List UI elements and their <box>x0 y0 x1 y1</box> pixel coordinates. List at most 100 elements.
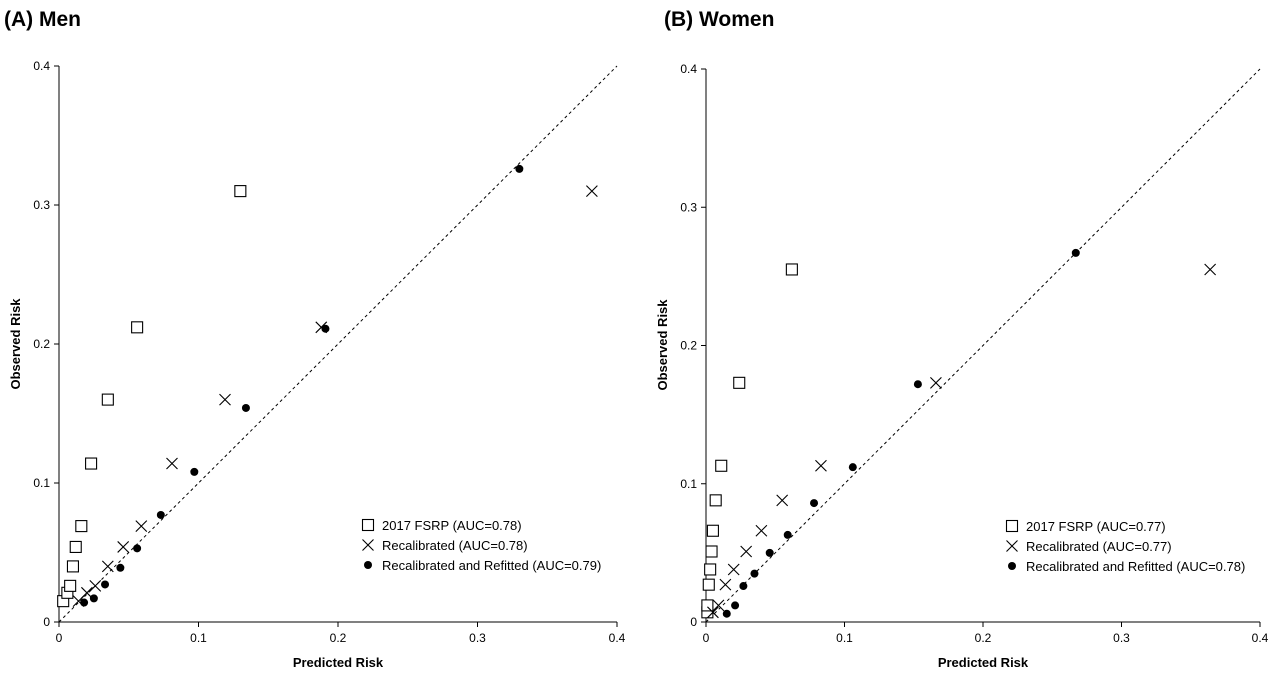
data-point <box>190 467 199 476</box>
data-point <box>515 164 524 173</box>
data-point <box>116 563 125 572</box>
data-point <box>1071 248 1080 257</box>
y-tick-label: 0.2 <box>33 337 50 351</box>
data-point <box>765 548 774 557</box>
data-point <box>117 541 130 553</box>
data-point <box>133 544 142 553</box>
data-point <box>930 376 942 389</box>
data-point <box>85 457 98 470</box>
series-square <box>701 263 798 619</box>
data-point <box>64 579 77 592</box>
panel-title: (A) Men <box>4 8 81 31</box>
legend-marker <box>364 561 372 569</box>
data-point <box>755 524 768 537</box>
data-point <box>704 563 717 576</box>
x-tick-label: 0.3 <box>1113 631 1130 645</box>
x-tick-label: 0.1 <box>836 631 853 645</box>
data-point <box>848 463 857 472</box>
series-cross <box>72 185 598 608</box>
data-point <box>219 393 231 406</box>
data-point <box>913 380 922 389</box>
data-point <box>776 494 789 507</box>
data-point <box>66 560 79 573</box>
data-point <box>131 321 144 334</box>
x-tick-label: 0 <box>703 631 710 645</box>
x-axis-label: Predicted Risk <box>293 655 384 670</box>
x-tick-label: 0.2 <box>330 631 347 645</box>
y-tick-label: 0.4 <box>33 59 50 73</box>
y-tick-label: 0.1 <box>33 476 50 490</box>
legend: 2017 FSRP (AUC=0.78) Recalibrated (AUC=0.… <box>361 518 601 573</box>
x-tick-label: 0.4 <box>609 631 626 645</box>
legend-marker <box>1005 519 1019 533</box>
data-point <box>709 494 722 507</box>
y-tick-label: 0 <box>43 615 50 629</box>
data-point <box>166 457 178 470</box>
data-point <box>715 459 728 472</box>
data-point <box>101 580 110 589</box>
legend-label: 2017 FSRP (AUC=0.77) <box>1026 519 1166 534</box>
y-tick-label: 0.3 <box>33 198 50 212</box>
y-tick-label: 0 <box>690 615 697 629</box>
data-point <box>321 324 330 333</box>
y-tick-label: 0.2 <box>680 339 697 353</box>
panel-women: (B) Women 0 0.1 0.2 0.3 0.4 0 0.1 0.2 0.3 0.4 Predi… <box>655 8 1269 670</box>
series-cross <box>707 263 1217 619</box>
legend-label: Recalibrated and Refitted (AUC=0.78) <box>1026 559 1245 574</box>
data-point <box>706 524 719 537</box>
data-point <box>89 594 98 603</box>
series-circle <box>80 164 524 607</box>
data-point <box>722 609 731 618</box>
x-axis-label: Predicted Risk <box>938 655 1029 670</box>
data-point <box>783 530 792 539</box>
data-point <box>89 579 102 592</box>
legend-label: Recalibrated (AUC=0.78) <box>382 538 528 553</box>
data-point <box>701 599 714 612</box>
data-point <box>815 459 827 472</box>
y-tick-label: 0.4 <box>680 62 697 76</box>
data-point <box>1204 263 1217 276</box>
data-point <box>75 520 88 533</box>
data-point <box>80 598 89 607</box>
data-point <box>702 578 715 591</box>
legend-label: Recalibrated and Refitted (AUC=0.79) <box>382 558 601 573</box>
data-point <box>234 185 247 198</box>
data-point <box>156 510 165 519</box>
series-square <box>57 185 247 608</box>
data-point <box>707 606 719 619</box>
x-tick-label: 0.2 <box>975 631 992 645</box>
x-tick-label: 0.3 <box>469 631 486 645</box>
panel-men: (A) Men 0 0.1 0.2 0.3 0.4 0 0.1 0.2 0.3 0.4 Predict… <box>4 8 626 670</box>
data-point <box>586 185 598 197</box>
data-point <box>69 540 82 553</box>
y-tick-label: 0.1 <box>680 477 697 491</box>
x-tick-label: 0.4 <box>1252 631 1269 645</box>
data-point <box>785 263 798 276</box>
series-circle <box>722 248 1080 618</box>
x-tick-label: 0 <box>56 631 63 645</box>
reference-line <box>58 65 618 623</box>
legend-marker <box>1008 562 1016 570</box>
data-point <box>101 393 114 406</box>
data-point <box>719 578 732 591</box>
y-axis-label: Observed Risk <box>8 298 23 390</box>
data-point <box>740 545 753 558</box>
data-point <box>712 599 725 612</box>
data-point <box>135 520 148 532</box>
data-point <box>731 601 740 610</box>
panel-title: (B) Women <box>664 8 774 31</box>
reference-line <box>705 68 1261 623</box>
data-point <box>739 582 748 591</box>
legend-label: 2017 FSRP (AUC=0.78) <box>382 518 522 533</box>
data-point <box>705 545 718 558</box>
legend: 2017 FSRP (AUC=0.77) Recalibrated (AUC=0.… <box>1005 519 1245 574</box>
data-point <box>733 376 746 389</box>
data-point <box>727 563 740 576</box>
x-tick-label: 0.1 <box>190 631 207 645</box>
data-point <box>101 560 114 573</box>
legend-label: Recalibrated (AUC=0.77) <box>1026 539 1172 554</box>
legend-marker <box>1006 540 1018 552</box>
legend-marker <box>362 539 374 551</box>
data-point <box>750 569 759 578</box>
